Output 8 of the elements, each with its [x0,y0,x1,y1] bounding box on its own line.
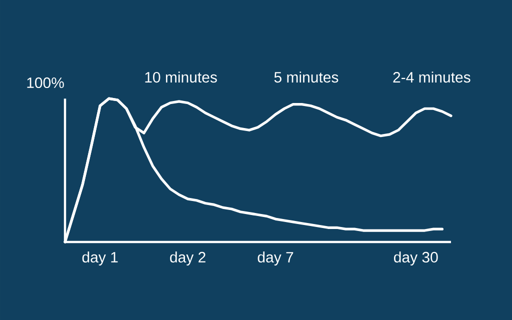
x-tick-label: day 7 [258,252,294,266]
x-tick-label: day 1 [82,252,118,266]
y-axis-title: 100% [27,77,64,88]
x-tick-label: day 2 [170,252,206,266]
x-tick-label: day 30 [394,252,438,266]
text: 5 minutes [274,72,338,83]
text: 2-4 minutes [393,72,470,83]
text: 10 minutes [145,72,217,83]
